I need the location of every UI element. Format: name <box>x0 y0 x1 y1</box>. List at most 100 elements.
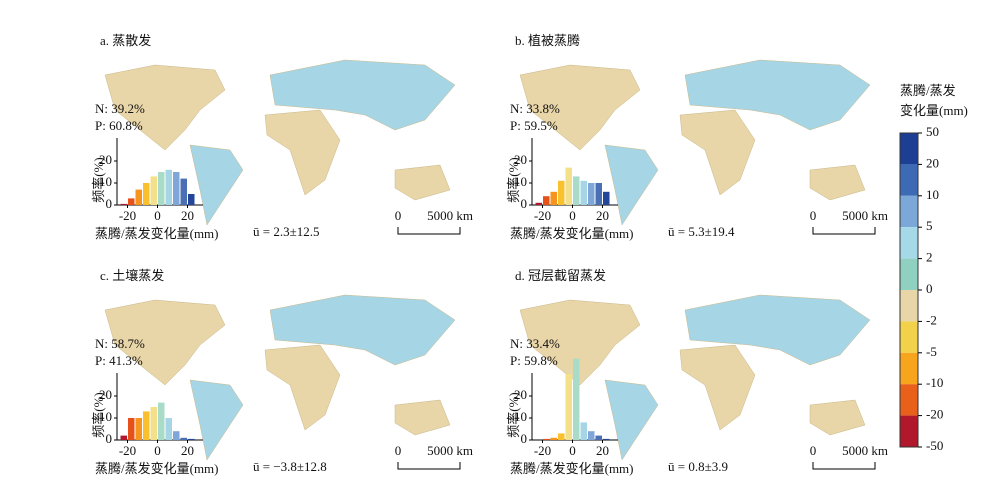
land <box>264 109 341 196</box>
bar <box>180 437 187 440</box>
x-tick-label: -20 <box>534 443 551 458</box>
y-tick-label: 10 <box>514 174 527 189</box>
bar <box>535 202 542 205</box>
x-tick-label: 0 <box>154 208 161 223</box>
x-tick-label: 20 <box>181 443 194 458</box>
bar <box>180 178 187 205</box>
annotation: P: 41.3% <box>95 353 143 368</box>
land <box>684 59 871 131</box>
bar <box>573 176 580 205</box>
scale-bar <box>397 462 461 470</box>
bar <box>165 169 172 205</box>
land <box>269 294 456 366</box>
colorbar-tick-label: -20 <box>926 407 943 422</box>
bar <box>143 183 150 205</box>
bar <box>143 411 150 440</box>
land <box>394 164 451 201</box>
land <box>519 299 641 386</box>
y-axis-label: 频率(%) <box>91 157 106 203</box>
bar <box>135 189 142 205</box>
y-axis-label: 频率(%) <box>506 157 521 203</box>
x-tick-label: -20 <box>119 208 136 223</box>
colorbar-segment <box>900 384 918 416</box>
bar <box>128 198 135 205</box>
colorbar-segment <box>900 227 918 259</box>
bar <box>543 196 550 205</box>
x-axis-label: 蒸腾/蒸发变化量(mm) <box>95 461 219 476</box>
colorbar-tick-label: 10 <box>926 187 939 202</box>
colorbar-segment <box>900 415 918 447</box>
land <box>189 144 244 226</box>
colorbar-tick-label: -10 <box>926 375 943 390</box>
y-tick-label: 10 <box>99 409 112 424</box>
x-tick-label: -20 <box>534 208 551 223</box>
x-tick-label: 20 <box>596 208 609 223</box>
annotation: P: 59.5% <box>510 118 558 133</box>
colorbar-tick-label: -5 <box>926 344 937 359</box>
colorbar-segment <box>900 258 918 290</box>
land <box>684 294 871 366</box>
bar <box>165 418 172 440</box>
x-tick-label: 0 <box>569 208 576 223</box>
y-tick-label: 20 <box>99 152 112 167</box>
annotation: N: 33.8% <box>510 101 560 116</box>
land <box>189 379 244 461</box>
land <box>604 379 659 461</box>
land <box>809 399 866 436</box>
x-tick-label: 20 <box>181 208 194 223</box>
annotation: N: 58.7% <box>95 336 145 351</box>
mean-label: ū = 2.3±12.5 <box>253 224 319 239</box>
y-tick-label: 0 <box>521 431 528 446</box>
land <box>104 64 226 151</box>
colorbar-tick-label: -50 <box>926 438 943 453</box>
colorbar-segment <box>900 352 918 385</box>
bar <box>580 422 587 440</box>
land <box>604 144 659 226</box>
land <box>264 344 341 431</box>
colorbar-tick-label: 50 <box>926 124 939 139</box>
mean-label: ū = 5.3±19.4 <box>668 224 735 239</box>
panel-title: a. 蒸散发 <box>100 33 151 48</box>
bar <box>573 358 580 440</box>
colorbar-segment <box>900 321 918 353</box>
colorbar-tick-label: 0 <box>926 281 933 296</box>
x-tick-label: 0 <box>569 443 576 458</box>
bar <box>173 431 180 440</box>
land <box>679 344 756 431</box>
bar <box>565 167 572 205</box>
bar <box>588 183 595 205</box>
land <box>809 164 866 201</box>
scale-label: 0 <box>395 208 402 223</box>
colorbar-tick-label: 2 <box>926 250 933 265</box>
bar <box>595 183 602 205</box>
bar <box>188 438 195 440</box>
scale-label: 5000 km <box>842 208 888 223</box>
land <box>269 59 456 131</box>
annotation: P: 59.8% <box>510 353 558 368</box>
land <box>394 399 451 436</box>
land <box>519 64 641 151</box>
colorbar-segment <box>900 195 918 228</box>
panel-title: b. 植被蒸腾 <box>515 33 580 48</box>
colorbar-tick-label: 5 <box>926 218 933 233</box>
bar <box>580 180 587 205</box>
annotation: P: 60.8% <box>95 118 143 133</box>
scale-bar <box>812 227 876 235</box>
bar <box>158 402 165 440</box>
bar <box>565 374 572 440</box>
annotation: N: 33.4% <box>510 336 560 351</box>
bar <box>120 203 127 205</box>
x-axis-label: 蒸腾/蒸发变化量(mm) <box>510 226 634 241</box>
scale-label: 0 <box>395 443 402 458</box>
colorbar-segment <box>900 133 918 165</box>
bar <box>158 172 165 205</box>
scale-bar <box>397 227 461 235</box>
annotation: N: 39.2% <box>95 101 145 116</box>
bar <box>550 437 557 440</box>
bar <box>550 191 557 205</box>
land <box>679 109 756 196</box>
bar <box>558 433 565 440</box>
